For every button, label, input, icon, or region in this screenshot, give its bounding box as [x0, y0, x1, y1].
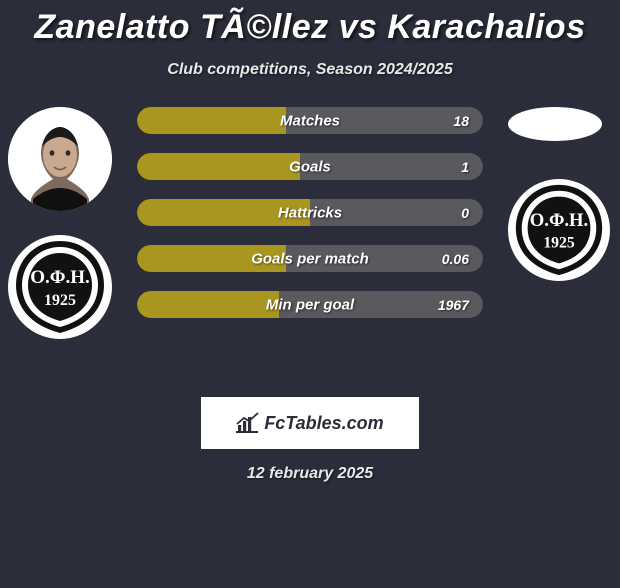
stat-bar-left-fill [137, 153, 300, 180]
avatar-silhouette-icon [8, 107, 112, 211]
brand-label: FcTables.com [264, 413, 383, 434]
stat-value-right: 1 [461, 159, 469, 175]
page-title: Zanelatto TÃ©llez vs Karachalios [0, 8, 620, 47]
player-right-club-logo: O.Φ.H. 1925 [508, 179, 610, 281]
stat-bar-left-fill [137, 107, 286, 134]
stat-bar-left-fill [137, 291, 279, 318]
stat-bar: Matches 18 [137, 107, 483, 134]
player-left-column: O.Φ.H. 1925 [8, 107, 112, 339]
stat-label: Hattricks [278, 204, 342, 221]
subtitle: Club competitions, Season 2024/2025 [0, 61, 620, 79]
stat-value-right: 1967 [438, 297, 469, 313]
stat-label: Goals per match [251, 250, 369, 267]
club-text-top: O.Φ.H. [30, 267, 90, 288]
club-ofi-logo-icon: O.Φ.H. 1925 [8, 235, 112, 339]
comparison-panel: O.Φ.H. 1925 O.Φ.H. 1925 Matches 18 Goals 1 H… [0, 107, 620, 367]
stat-bar: Hattricks 0 [137, 199, 483, 226]
player-left-avatar [8, 107, 112, 211]
player-right-column: O.Φ.H. 1925 [508, 107, 610, 281]
brand-chart-icon [236, 412, 260, 434]
stat-label: Matches [280, 112, 340, 129]
stat-bar: Min per goal 1967 [137, 291, 483, 318]
brand-box[interactable]: FcTables.com [201, 397, 419, 449]
generated-date: 12 february 2025 [0, 465, 620, 483]
stat-list: Matches 18 Goals 1 Hattricks 0 Goals per match… [137, 107, 483, 318]
stat-label: Goals [289, 158, 331, 175]
stat-label: Min per goal [266, 296, 354, 313]
stat-bar: Goals 1 [137, 153, 483, 180]
stat-value-right: 0 [461, 205, 469, 221]
club-ofi-logo-icon: O.Φ.H. 1925 [508, 179, 610, 281]
player-right-avatar-placeholder [508, 107, 602, 141]
stat-bar: Goals per match 0.06 [137, 245, 483, 272]
stat-value-right: 0.06 [442, 251, 469, 267]
player-left-club-logo: O.Φ.H. 1925 [8, 235, 112, 339]
club-text-top: O.Φ.H. [530, 210, 588, 231]
club-text-year: 1925 [44, 292, 76, 309]
club-text-year: 1925 [543, 235, 575, 252]
stat-value-right: 18 [453, 113, 469, 129]
